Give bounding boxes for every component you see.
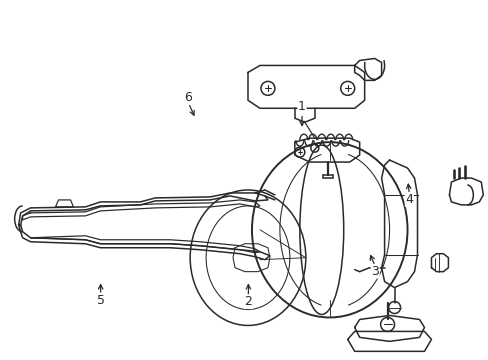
Text: 6: 6 [184,91,192,104]
Text: 5: 5 [97,294,104,307]
Text: 4: 4 [405,193,412,206]
Text: 1: 1 [298,100,305,113]
Text: 2: 2 [244,296,252,309]
Text: 3: 3 [370,265,378,278]
